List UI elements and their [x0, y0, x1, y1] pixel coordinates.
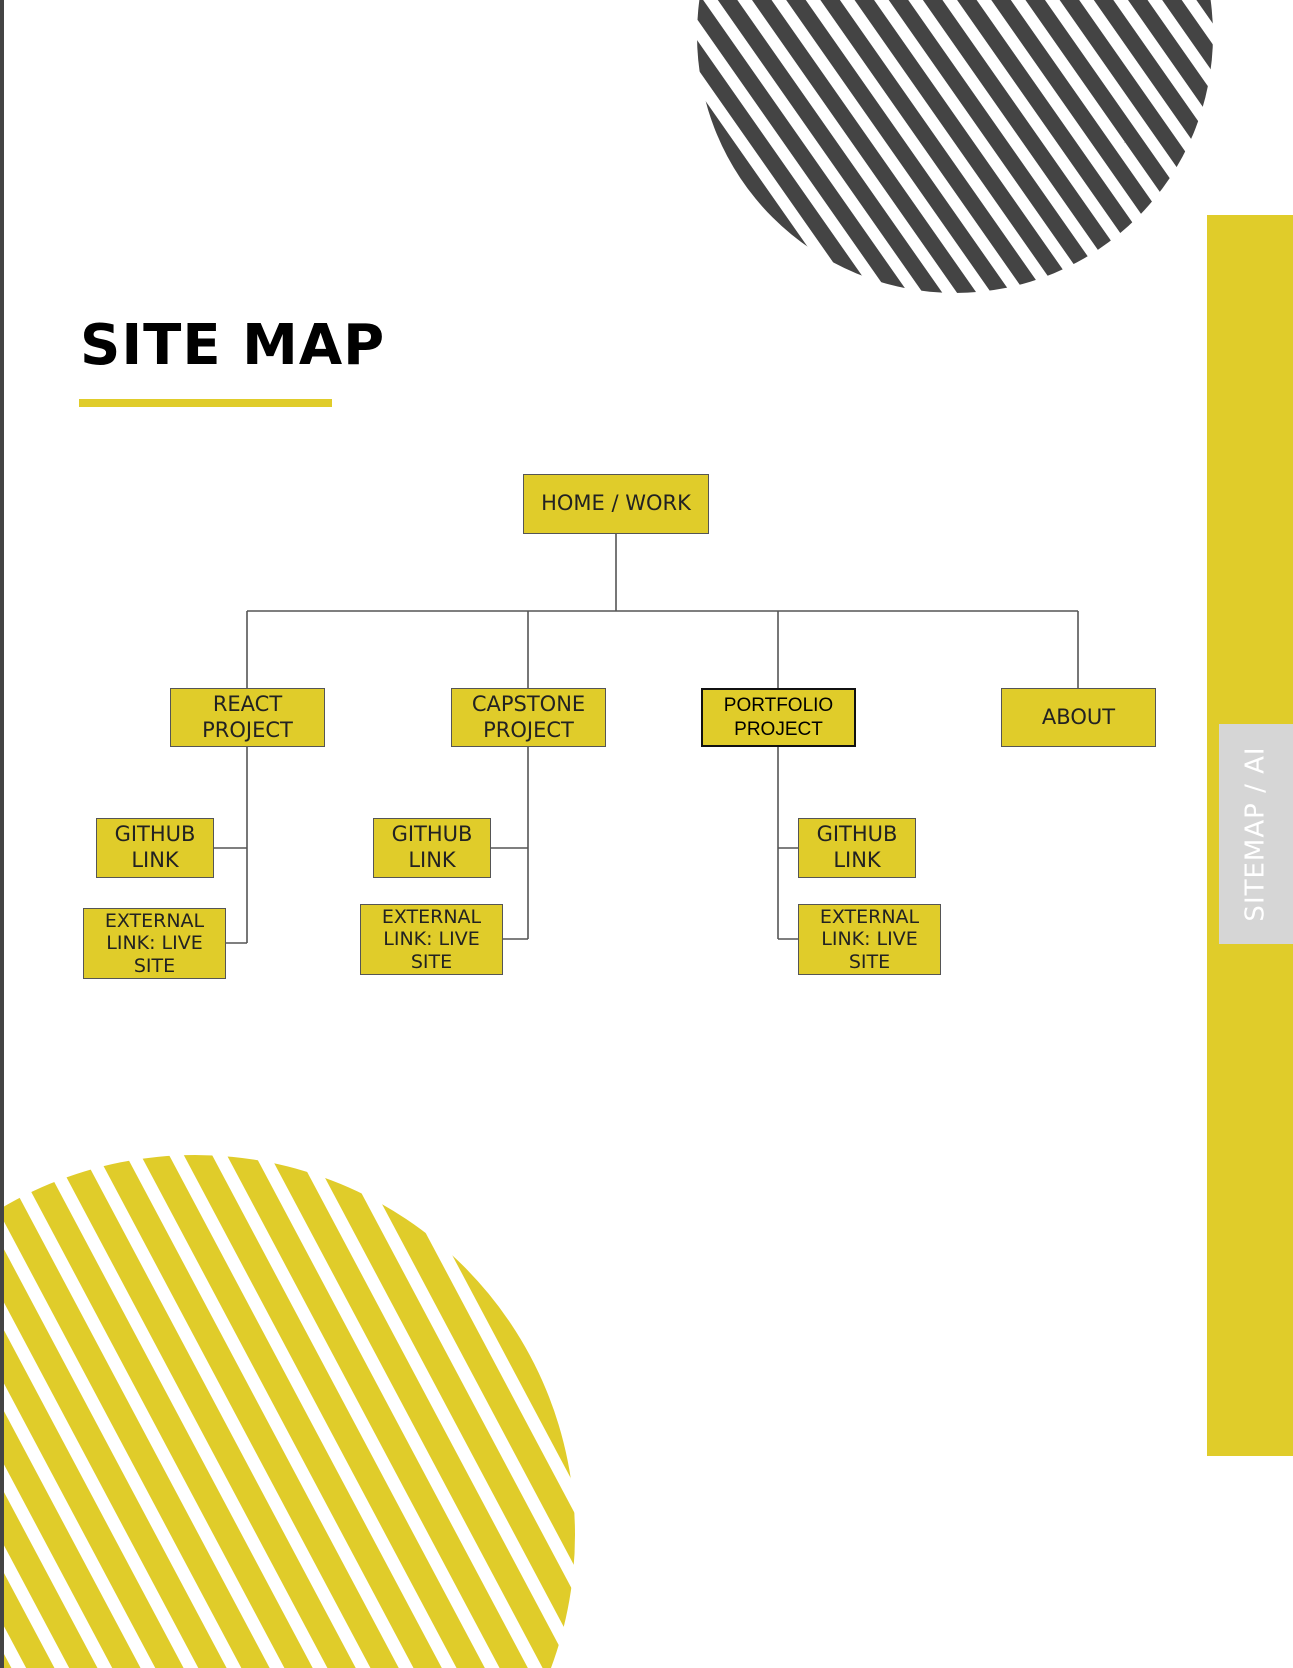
- node-react-project: REACT PROJECT: [170, 688, 325, 747]
- node-capstone-github-link: GITHUB LINK: [373, 818, 491, 878]
- node-portfolio-external-link: EXTERNAL LINK: LIVE SITE: [798, 904, 941, 975]
- page-title: SITE MAP: [80, 313, 386, 378]
- side-tab: SITEMAP / AI: [1219, 724, 1293, 944]
- node-portfolio-github-link: GITHUB LINK: [798, 818, 916, 878]
- node-home-work: HOME / WORK: [523, 474, 709, 534]
- left-edge-bar: [0, 0, 4, 1668]
- node-portfolio-project: PORTFOLIO PROJECT: [701, 688, 856, 747]
- node-about: ABOUT: [1001, 688, 1156, 747]
- node-capstone-project: CAPSTONE PROJECT: [451, 688, 606, 747]
- node-react-external-link: EXTERNAL LINK: LIVE SITE: [83, 908, 226, 979]
- node-react-github-link: GITHUB LINK: [96, 818, 214, 878]
- node-capstone-external-link: EXTERNAL LINK: LIVE SITE: [360, 904, 503, 975]
- title-underline: [79, 399, 332, 407]
